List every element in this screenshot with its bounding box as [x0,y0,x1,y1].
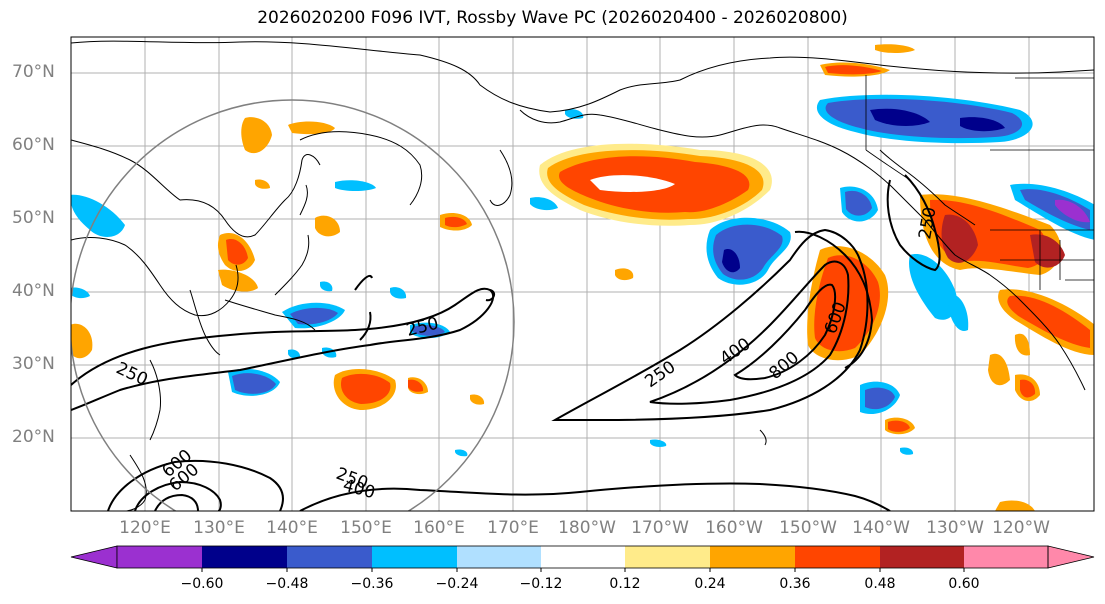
lat-label: 70°N [12,62,55,82]
colorbar-segment [625,546,710,568]
colorbar-max-extend [1047,545,1095,569]
borders [865,75,1094,290]
colorbar-tick-label: 0.12 [609,576,641,592]
lon-label: 120°W [992,518,1050,538]
lon-label: 130°E [193,518,245,538]
colorbar-segment [117,546,202,568]
colorbar-tick-label: −0.12 [519,576,563,592]
colorbar-tick-label: −0.60 [180,576,224,592]
lon-label: 170°E [487,518,539,538]
lon-label: 170°W [631,518,689,538]
lat-label: 30°N [12,354,55,374]
lat-label: 40°N [12,281,55,301]
anomaly-fill-negative [71,94,1094,457]
lon-label: 150°W [779,518,837,538]
map-title: 2026020200 F096 IVT, Rossby Wave PC (202… [257,8,848,28]
colorbar-tick-label: 0.24 [694,576,726,592]
lon-label: 160°E [413,518,465,538]
colorbar [70,545,1095,572]
colorbar-segment [372,546,457,568]
lat-label: 50°N [12,208,55,228]
colorbar-min-extend [70,545,118,569]
rossby-wave-circle [71,99,515,511]
lon-label: 150°E [340,518,392,538]
lon-label: 130°W [926,518,984,538]
lon-label: 120°E [119,518,171,538]
colorbar-segment [202,546,287,568]
colorbar-tick-label: −0.48 [265,576,309,592]
lon-label: 160°W [705,518,763,538]
colorbar-segment [880,546,964,568]
plot-frame [70,36,1095,512]
colorbar-segment [964,546,1048,568]
lon-label: 180°W [558,518,616,538]
colorbar-frame [116,545,1049,569]
colorbar-tick-label: 0.36 [779,576,811,592]
lat-label: 20°N [12,427,55,447]
colorbar-segment [287,546,372,568]
colorbar-tick-label: 0.48 [864,576,896,592]
lon-label: 140°E [266,518,318,538]
ivt-contours [71,174,941,511]
colorbar-tick-label: −0.24 [435,576,479,592]
colorbar-tick-label: −0.36 [350,576,394,592]
colorbar-segment [710,546,795,568]
lat-label: 60°N [12,135,55,155]
colorbar-segment [457,546,541,568]
coastlines [71,40,1094,511]
colorbar-segment [541,546,625,568]
colorbar-segment [795,546,880,568]
colorbar-tick-label: 0.60 [948,576,980,592]
lon-label: 140°W [852,518,910,538]
